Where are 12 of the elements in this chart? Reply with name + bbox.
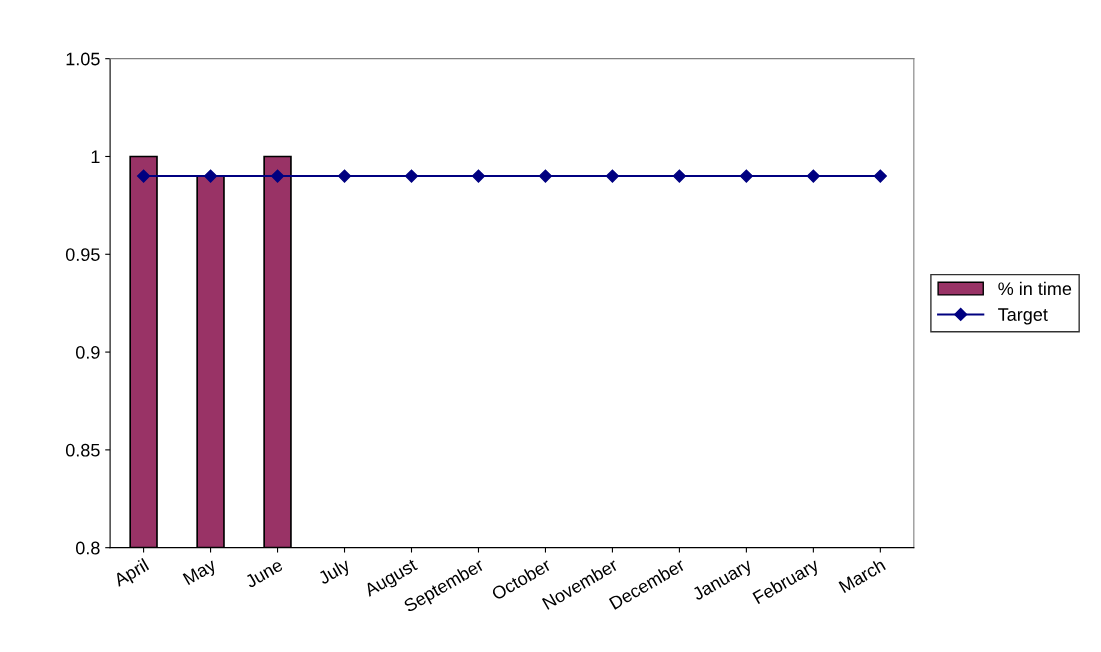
- y-tick-label: 1.05: [66, 52, 100, 66]
- y-tick-label: 0.85: [65, 443, 100, 457]
- y-tick-label: 0.9: [75, 346, 100, 359]
- legend-label: % in time: [998, 281, 1072, 296]
- x-tick-label: July: [316, 557, 353, 588]
- y-tick-label: 0.8: [75, 541, 100, 555]
- legend-label: Target: [998, 308, 1048, 325]
- y-tick-label: 1: [91, 150, 100, 164]
- x-tick-label: June: [244, 558, 284, 589]
- x-tick-label: May: [182, 557, 219, 589]
- x-tick-label: April: [112, 558, 151, 591]
- y-tick-label: 0.95: [65, 248, 100, 261]
